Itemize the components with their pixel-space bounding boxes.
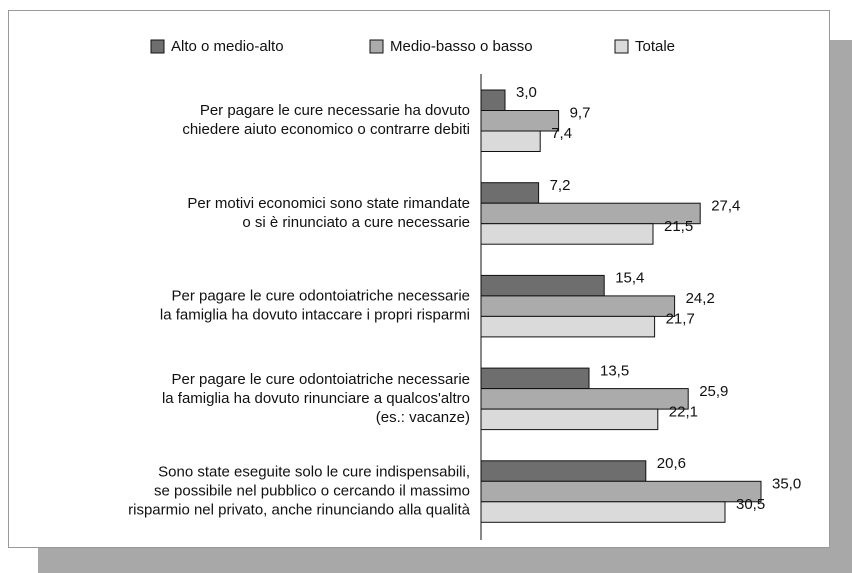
category-label: Per pagare le cure odontoiatriche necess…	[171, 288, 470, 305]
bar	[480, 89, 506, 111]
bar	[480, 480, 762, 503]
value-label: 3,0	[516, 84, 537, 101]
category-label: la famiglia ha dovuto rinunciare a qualc…	[162, 390, 470, 407]
bar	[480, 182, 540, 204]
bar	[480, 130, 541, 152]
value-label: 21,7	[666, 311, 695, 328]
bar	[480, 367, 590, 390]
value-label: 13,5	[600, 362, 629, 379]
value-label: 20,6	[657, 455, 686, 472]
value-label: 30,5	[736, 496, 765, 513]
legend-swatch	[150, 39, 165, 54]
legend-label: Medio-basso o basso	[390, 38, 533, 55]
bar	[480, 460, 647, 482]
bar	[480, 295, 676, 317]
category-label: se possibile nel pubblico o cercando il …	[154, 483, 470, 500]
bar	[480, 274, 605, 297]
category-label: (es.: vacanze)	[376, 409, 470, 426]
category-label: Per pagare le cure necessarie ha dovuto	[200, 102, 470, 119]
value-label: 35,0	[772, 476, 801, 493]
value-label: 7,2	[550, 177, 571, 194]
bar	[480, 501, 726, 523]
bar	[480, 110, 560, 132]
category-label: Per pagare le cure odontoiatriche necess…	[171, 371, 470, 388]
bar	[480, 315, 656, 338]
value-label: 25,9	[699, 383, 728, 400]
value-label: 9,7	[570, 105, 591, 122]
category-label: Per motivi economici sono state rimandat…	[187, 195, 470, 212]
value-label: 21,5	[664, 218, 693, 235]
value-label: 27,4	[711, 197, 740, 214]
frame	[8, 10, 830, 548]
legend-label: Totale	[635, 38, 675, 55]
category-label: o si è rinunciato a cure necessarie	[242, 214, 470, 231]
bar	[480, 388, 689, 410]
bar	[480, 408, 659, 431]
value-label: 24,2	[686, 290, 715, 307]
value-label: 22,1	[669, 403, 698, 420]
category-label: Sono state eseguite solo le cure indispe…	[158, 464, 470, 481]
legend-swatch	[614, 39, 629, 54]
category-label: risparmio nel privato, anche rinunciando…	[128, 502, 471, 519]
bar	[480, 223, 654, 245]
category-label: chiedere aiuto economico o contrarre deb…	[182, 121, 470, 138]
value-label: 15,4	[615, 270, 644, 287]
legend-swatch	[369, 39, 384, 54]
value-label: 7,4	[551, 125, 572, 142]
legend-label: Alto o medio-alto	[171, 38, 284, 55]
category-label: la famiglia ha dovuto intaccare i propri…	[160, 307, 470, 324]
